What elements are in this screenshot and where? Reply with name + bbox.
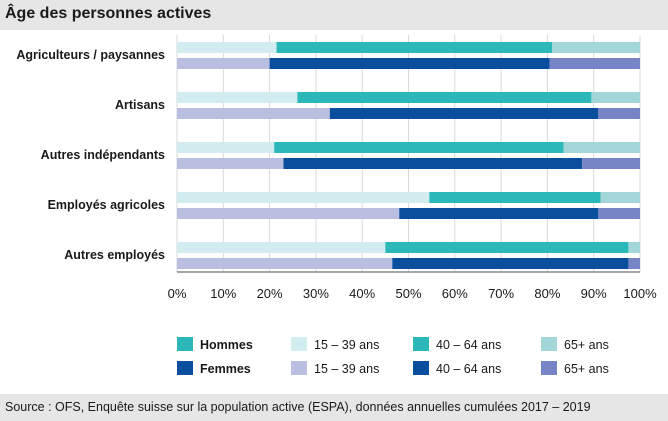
bar-segment	[628, 258, 640, 269]
x-tick-label: 100%	[623, 286, 657, 301]
bar-segment	[269, 58, 550, 69]
legend-item-label: 15 – 39 ans	[314, 338, 379, 352]
bar-segment	[177, 192, 430, 203]
legend-item-label: 40 – 64 ans	[436, 338, 501, 352]
bar-segment	[549, 58, 640, 69]
legend-swatch-group	[177, 361, 193, 375]
legend-item-label: 65+ ans	[564, 338, 609, 352]
bar-segment	[177, 258, 393, 269]
legend-swatch	[291, 337, 307, 351]
legend-swatch	[413, 361, 429, 375]
legend-item-label: 15 – 39 ans	[314, 362, 379, 376]
category-label: Artisans	[115, 98, 165, 112]
x-tick-label: 30%	[303, 286, 329, 301]
bar-segment	[177, 158, 284, 169]
bar-segment	[552, 42, 640, 53]
bar-segment	[274, 142, 564, 153]
bar-segment	[177, 58, 270, 69]
x-tick-label: 20%	[257, 286, 283, 301]
category-label: Agriculteurs / paysannes	[16, 48, 165, 62]
bar-segment	[329, 108, 599, 119]
category-label: Employés agricoles	[48, 198, 165, 212]
bar-segment	[600, 192, 640, 203]
x-tick-label: 80%	[534, 286, 560, 301]
chart-title: Âge des personnes actives	[5, 5, 212, 22]
chart-canvas: 0% 10% 20% 30% 40% 50% 60% 70% 80% 90% 100% Agricul…	[16, 35, 657, 376]
legend-group-label: Hommes	[200, 338, 253, 352]
bar-segment	[177, 208, 400, 219]
bar-segment	[392, 258, 629, 269]
bar-segment	[591, 92, 640, 103]
bar-segment	[177, 42, 277, 53]
legend-group-label: Femmes	[200, 362, 251, 376]
legend-swatch	[541, 337, 557, 351]
legend-item-label: 40 – 64 ans	[436, 362, 501, 376]
legend-swatch	[291, 361, 307, 375]
bar-segment	[283, 158, 583, 169]
bar-segment	[385, 242, 629, 253]
x-tick-label: 90%	[581, 286, 607, 301]
bar-segment	[399, 208, 599, 219]
bar-segment	[177, 92, 298, 103]
x-tick-label: 50%	[395, 286, 421, 301]
x-tick-label: 10%	[210, 286, 236, 301]
bar-segment	[598, 108, 640, 119]
bar-segment	[429, 192, 601, 203]
bar-segment	[598, 208, 640, 219]
bar-segment	[563, 142, 640, 153]
category-label: Autres indépendants	[41, 148, 165, 162]
bar-segment	[297, 92, 592, 103]
x-tick-label: 60%	[442, 286, 468, 301]
legend-swatch	[413, 337, 429, 351]
bar-segment	[177, 242, 386, 253]
legend-swatch-group	[177, 337, 193, 351]
x-tick-label: 40%	[349, 286, 375, 301]
bar-segment	[177, 108, 330, 119]
title-band	[0, 0, 668, 30]
category-label: Autres employés	[64, 248, 165, 262]
legend-swatch	[541, 361, 557, 375]
source-band	[0, 394, 668, 421]
bar-segment	[276, 42, 553, 53]
bar-segment	[582, 158, 640, 169]
x-tick-label: 70%	[488, 286, 514, 301]
bar-segment	[177, 142, 275, 153]
bar-segment	[628, 242, 640, 253]
source-note: Source : OFS, Enquête suisse sur la popu…	[5, 400, 591, 414]
x-tick-label: 0%	[168, 286, 187, 301]
legend-item-label: 65+ ans	[564, 362, 609, 376]
